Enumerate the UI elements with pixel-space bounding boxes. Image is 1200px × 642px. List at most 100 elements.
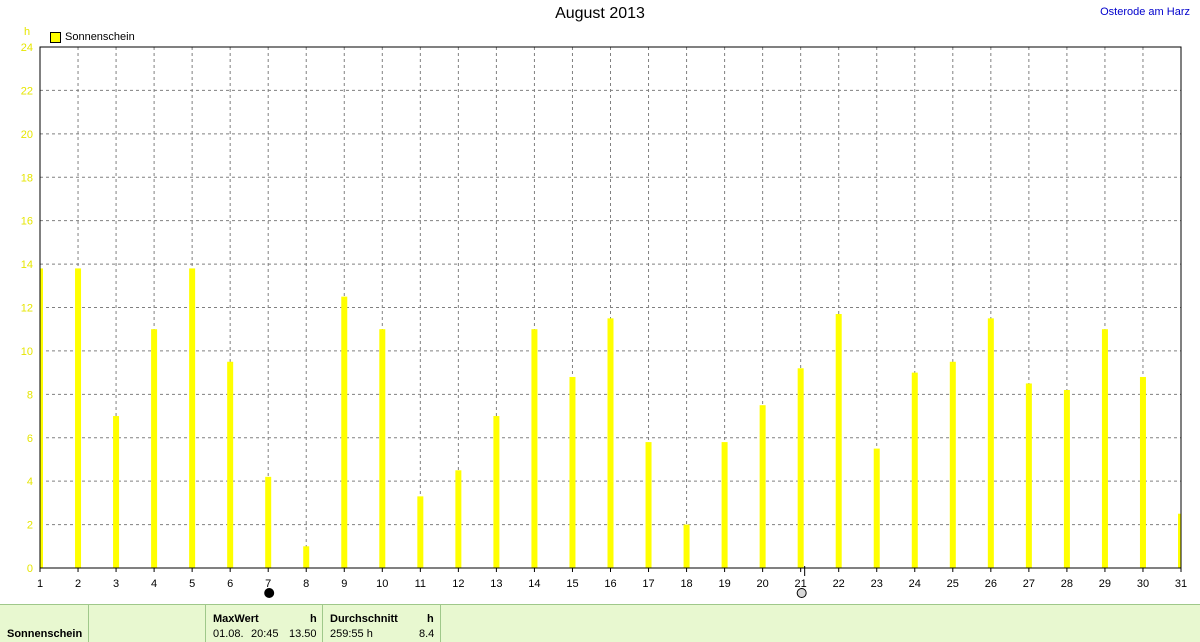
bar-day-18 — [683, 524, 690, 568]
x-tick-label: 19 — [718, 578, 730, 590]
y-tick-label: 16 — [21, 216, 33, 228]
bar-day-13 — [493, 416, 500, 568]
legend: Sonnenschein — [50, 31, 135, 43]
y-tick-label: 4 — [27, 476, 33, 488]
bar-day-15 — [569, 376, 576, 568]
y-tick-label: 2 — [27, 520, 33, 532]
panel-row-label: Sonnenschein — [7, 628, 83, 640]
panel-avg-cell: Durchschnitt h 259:55 h 8.4 — [323, 605, 441, 642]
x-tick-label: 11 — [415, 578, 426, 590]
x-tick-label: 7 — [265, 578, 271, 590]
x-tick-label: 28 — [1061, 578, 1073, 590]
bar-day-4 — [151, 329, 158, 568]
avg-value: 8.4 — [419, 628, 435, 640]
panel-row-label-cell: Sonnenschein — [0, 605, 89, 642]
bar-day-22 — [835, 314, 842, 568]
max-header: MaxWert — [213, 613, 259, 625]
x-tick-label: 26 — [985, 578, 997, 590]
y-tick-label: 20 — [21, 129, 33, 141]
bar-day-19 — [721, 442, 728, 568]
avg-unit: h — [427, 613, 434, 625]
x-tick-label: 8 — [303, 578, 309, 590]
legend-swatch — [50, 31, 61, 43]
x-tick-label: 16 — [604, 578, 616, 590]
bar-day-6 — [227, 361, 234, 568]
avg-total: 259:55 h — [330, 628, 373, 640]
plot-frame — [39, 46, 1182, 569]
x-tick-label: 27 — [1023, 578, 1035, 590]
x-tick-label: 3 — [113, 578, 119, 590]
y-tick-label: 14 — [21, 259, 33, 271]
summary-panel: Sonnenschein MaxWert h 01.08. 20:45 13.5… — [0, 604, 1200, 642]
x-tick-label: 1 — [37, 578, 43, 590]
bar-day-30 — [1139, 376, 1146, 568]
max-date: 01.08. — [213, 628, 244, 640]
x-tick-label: 10 — [376, 578, 388, 590]
y-tick-label: 6 — [27, 433, 33, 445]
x-tick-label: 24 — [909, 578, 921, 590]
bar-day-11 — [417, 496, 424, 568]
bar-day-2 — [75, 268, 82, 568]
y-tick-label: 10 — [21, 346, 33, 358]
new-moon-icon — [264, 588, 275, 598]
bar-day-1 — [40, 268, 43, 568]
x-tick-label: 18 — [680, 578, 692, 590]
x-tick-label: 4 — [151, 578, 157, 590]
bar-day-12 — [455, 470, 462, 568]
x-tick-label: 2 — [75, 578, 81, 590]
x-tick-label: 9 — [341, 578, 347, 590]
bar-day-5 — [189, 268, 196, 568]
bar-day-10 — [379, 329, 386, 568]
station-link[interactable]: Osterode am Harz — [1100, 6, 1190, 18]
bar-day-20 — [759, 405, 766, 568]
avg-header: Durchschnitt — [330, 613, 398, 625]
y-tick-label: 12 — [21, 303, 33, 315]
y-tick-label: 8 — [27, 389, 33, 401]
x-tick-label: 31 — [1175, 578, 1187, 590]
bar-day-16 — [607, 318, 614, 568]
x-tick-label: 22 — [833, 578, 845, 590]
y-tick-label: 22 — [21, 85, 33, 97]
x-tick-label: 6 — [227, 578, 233, 590]
bar-day-31 — [1178, 513, 1181, 568]
panel-empty-cell — [89, 605, 206, 642]
x-tick-label: 15 — [566, 578, 578, 590]
x-tick-label: 25 — [947, 578, 959, 590]
x-tick-label: 29 — [1099, 578, 1111, 590]
bar-day-7 — [265, 476, 272, 568]
bar-day-14 — [531, 329, 538, 568]
bar-day-26 — [987, 318, 994, 568]
bar-day-27 — [1025, 383, 1032, 568]
panel-max-cell: MaxWert h 01.08. 20:45 13.50 — [206, 605, 323, 642]
x-tick-label: 12 — [452, 578, 464, 590]
full-moon-icon — [796, 588, 807, 598]
bar-day-24 — [911, 372, 918, 568]
y-tick-label: 18 — [21, 172, 33, 184]
bar-day-29 — [1101, 329, 1108, 568]
legend-label: Sonnenschein — [65, 31, 135, 43]
x-tick-label: 30 — [1137, 578, 1149, 590]
y-axis-unit: h — [24, 26, 31, 38]
x-tick-label: 14 — [528, 578, 540, 590]
bar-day-9 — [341, 296, 348, 568]
x-tick-label: 5 — [189, 578, 195, 590]
bar-day-8 — [303, 546, 310, 568]
y-tick-label: 24 — [21, 42, 33, 54]
bar-day-3 — [113, 416, 120, 568]
chart-title: August 2013 — [555, 5, 645, 22]
x-tick-label: 13 — [490, 578, 502, 590]
max-value: 13.50 — [289, 628, 317, 640]
bars — [40, 268, 1181, 568]
bar-day-28 — [1063, 389, 1070, 568]
bar-day-25 — [949, 361, 956, 568]
max-time: 20:45 — [251, 628, 279, 640]
x-tick-label: 20 — [757, 578, 769, 590]
x-tick-label: 23 — [871, 578, 883, 590]
bar-day-17 — [645, 442, 652, 568]
y-tick-label: 0 — [27, 563, 33, 575]
x-tick-label: 17 — [642, 578, 654, 590]
bar-day-21 — [797, 368, 804, 568]
max-unit: h — [310, 613, 317, 625]
